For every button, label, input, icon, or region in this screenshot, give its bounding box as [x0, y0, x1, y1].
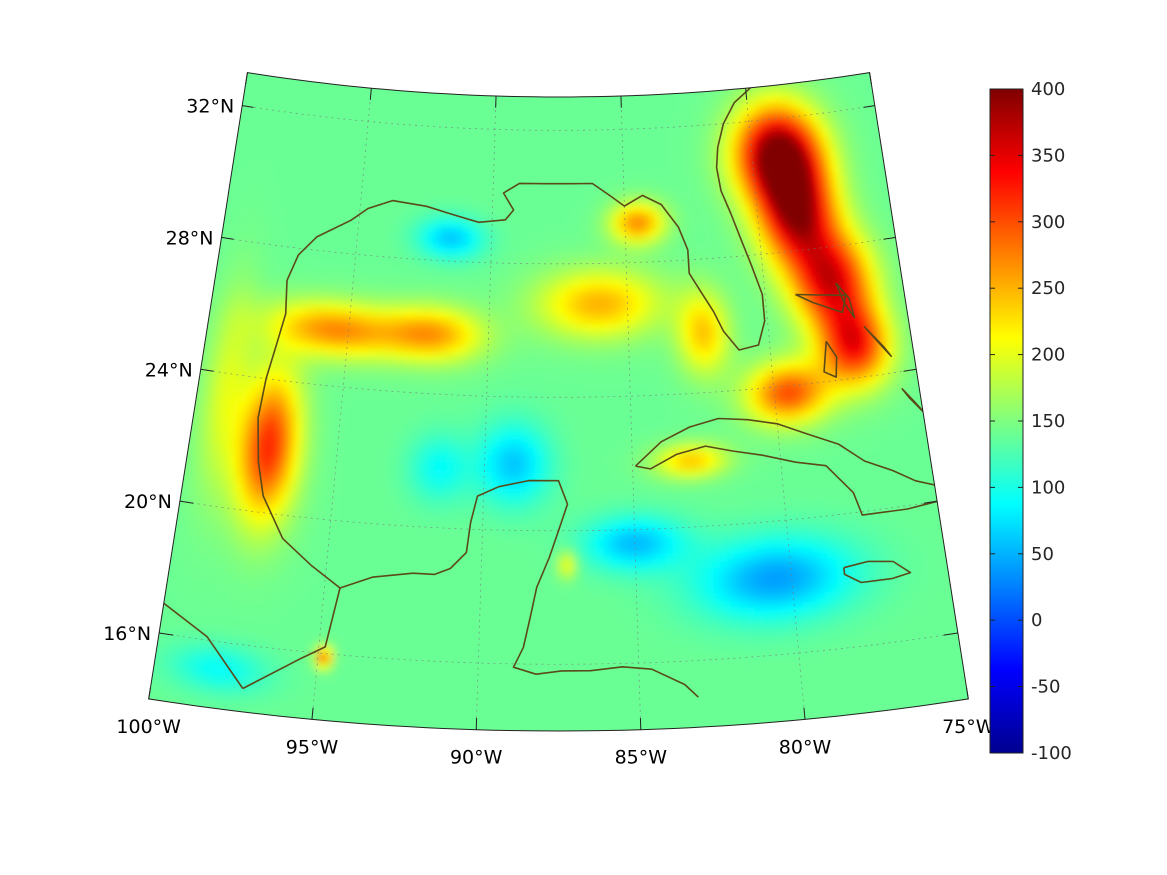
- lat-tick: [883, 236, 896, 240]
- meridian-line: [311, 88, 372, 720]
- coastline: [242, 479, 699, 698]
- longitude-label: 85°W: [615, 747, 668, 769]
- coastline: [835, 282, 856, 319]
- latitude-label: 16°N: [103, 623, 151, 645]
- lon-tick: [745, 88, 748, 100]
- longitude-labels: 100°W 95°W 90°W 85°W 80°W 75°W: [116, 716, 994, 769]
- lon-tick: [369, 88, 372, 100]
- lat-tick: [863, 105, 875, 108]
- meridian-line: [475, 95, 497, 730]
- colorbar-tick-label: 400: [1031, 79, 1065, 100]
- longitude-label: 100°W: [116, 716, 181, 738]
- lat-tick: [221, 236, 234, 240]
- map-frame: [148, 72, 969, 732]
- lon-tick: [965, 687, 969, 699]
- colorbar-gradient: [989, 88, 1024, 754]
- parallel-line: [179, 500, 938, 532]
- map-frame-ticks: [148, 72, 969, 730]
- coastline: [863, 325, 892, 357]
- parallel-line: [242, 105, 875, 131]
- longitude-label: 95°W: [286, 736, 339, 758]
- colorbar-ticks: 400 350 300 250 200 150 100 50 0 -50 -100: [990, 79, 1072, 764]
- colorbar-tick-label: 300: [1031, 212, 1065, 233]
- colorbar-tick-label: 200: [1031, 345, 1065, 366]
- parallel-line: [159, 632, 958, 665]
- longitude-label: 80°W: [779, 736, 832, 758]
- latitude-label: 24°N: [145, 359, 193, 381]
- colorbar-tick-label: 250: [1031, 278, 1065, 299]
- lat-tick: [943, 632, 958, 636]
- value-field: [148, 72, 969, 732]
- colorbar-tick-label: 50: [1031, 544, 1054, 565]
- colorbar-tick-label: 150: [1031, 411, 1065, 432]
- latitude-label: 32°N: [186, 96, 234, 118]
- lat-tick: [179, 500, 194, 504]
- lon-tick: [148, 687, 152, 699]
- latitude-label: 20°N: [124, 491, 172, 513]
- longitude-label: 90°W: [450, 747, 503, 769]
- lon-tick: [803, 707, 806, 720]
- lat-tick: [200, 368, 214, 372]
- lon-tick: [245, 72, 248, 85]
- colorbar-tick-label: 0: [1031, 610, 1042, 631]
- colorbar-tick-label: 100: [1031, 477, 1065, 498]
- map-area: [148, 72, 969, 732]
- colorbar-tick-label: -50: [1031, 677, 1060, 698]
- colorbar-tick-label: -100: [1031, 743, 1072, 764]
- meridian-line: [620, 95, 642, 730]
- lat-tick: [159, 632, 174, 636]
- lat-tick: [923, 500, 938, 504]
- coastline: [823, 340, 838, 378]
- coastline: [257, 87, 766, 589]
- longitude-label: 75°W: [942, 716, 995, 738]
- latitude-label: 28°N: [166, 227, 214, 249]
- lon-tick: [869, 72, 872, 85]
- meridian-line: [745, 88, 806, 720]
- coastline: [843, 560, 912, 584]
- lat-tick: [242, 105, 254, 108]
- latitude-labels: 32°N 28°N 24°N 20°N 16°N: [103, 96, 234, 645]
- lon-tick: [311, 707, 314, 720]
- lat-tick: [903, 368, 917, 372]
- colorbar-tick-label: 350: [1031, 145, 1065, 166]
- colorbar: 400 350 300 250 200 150 100 50 0 -50 -100: [989, 79, 1072, 764]
- coastline: [163, 602, 244, 689]
